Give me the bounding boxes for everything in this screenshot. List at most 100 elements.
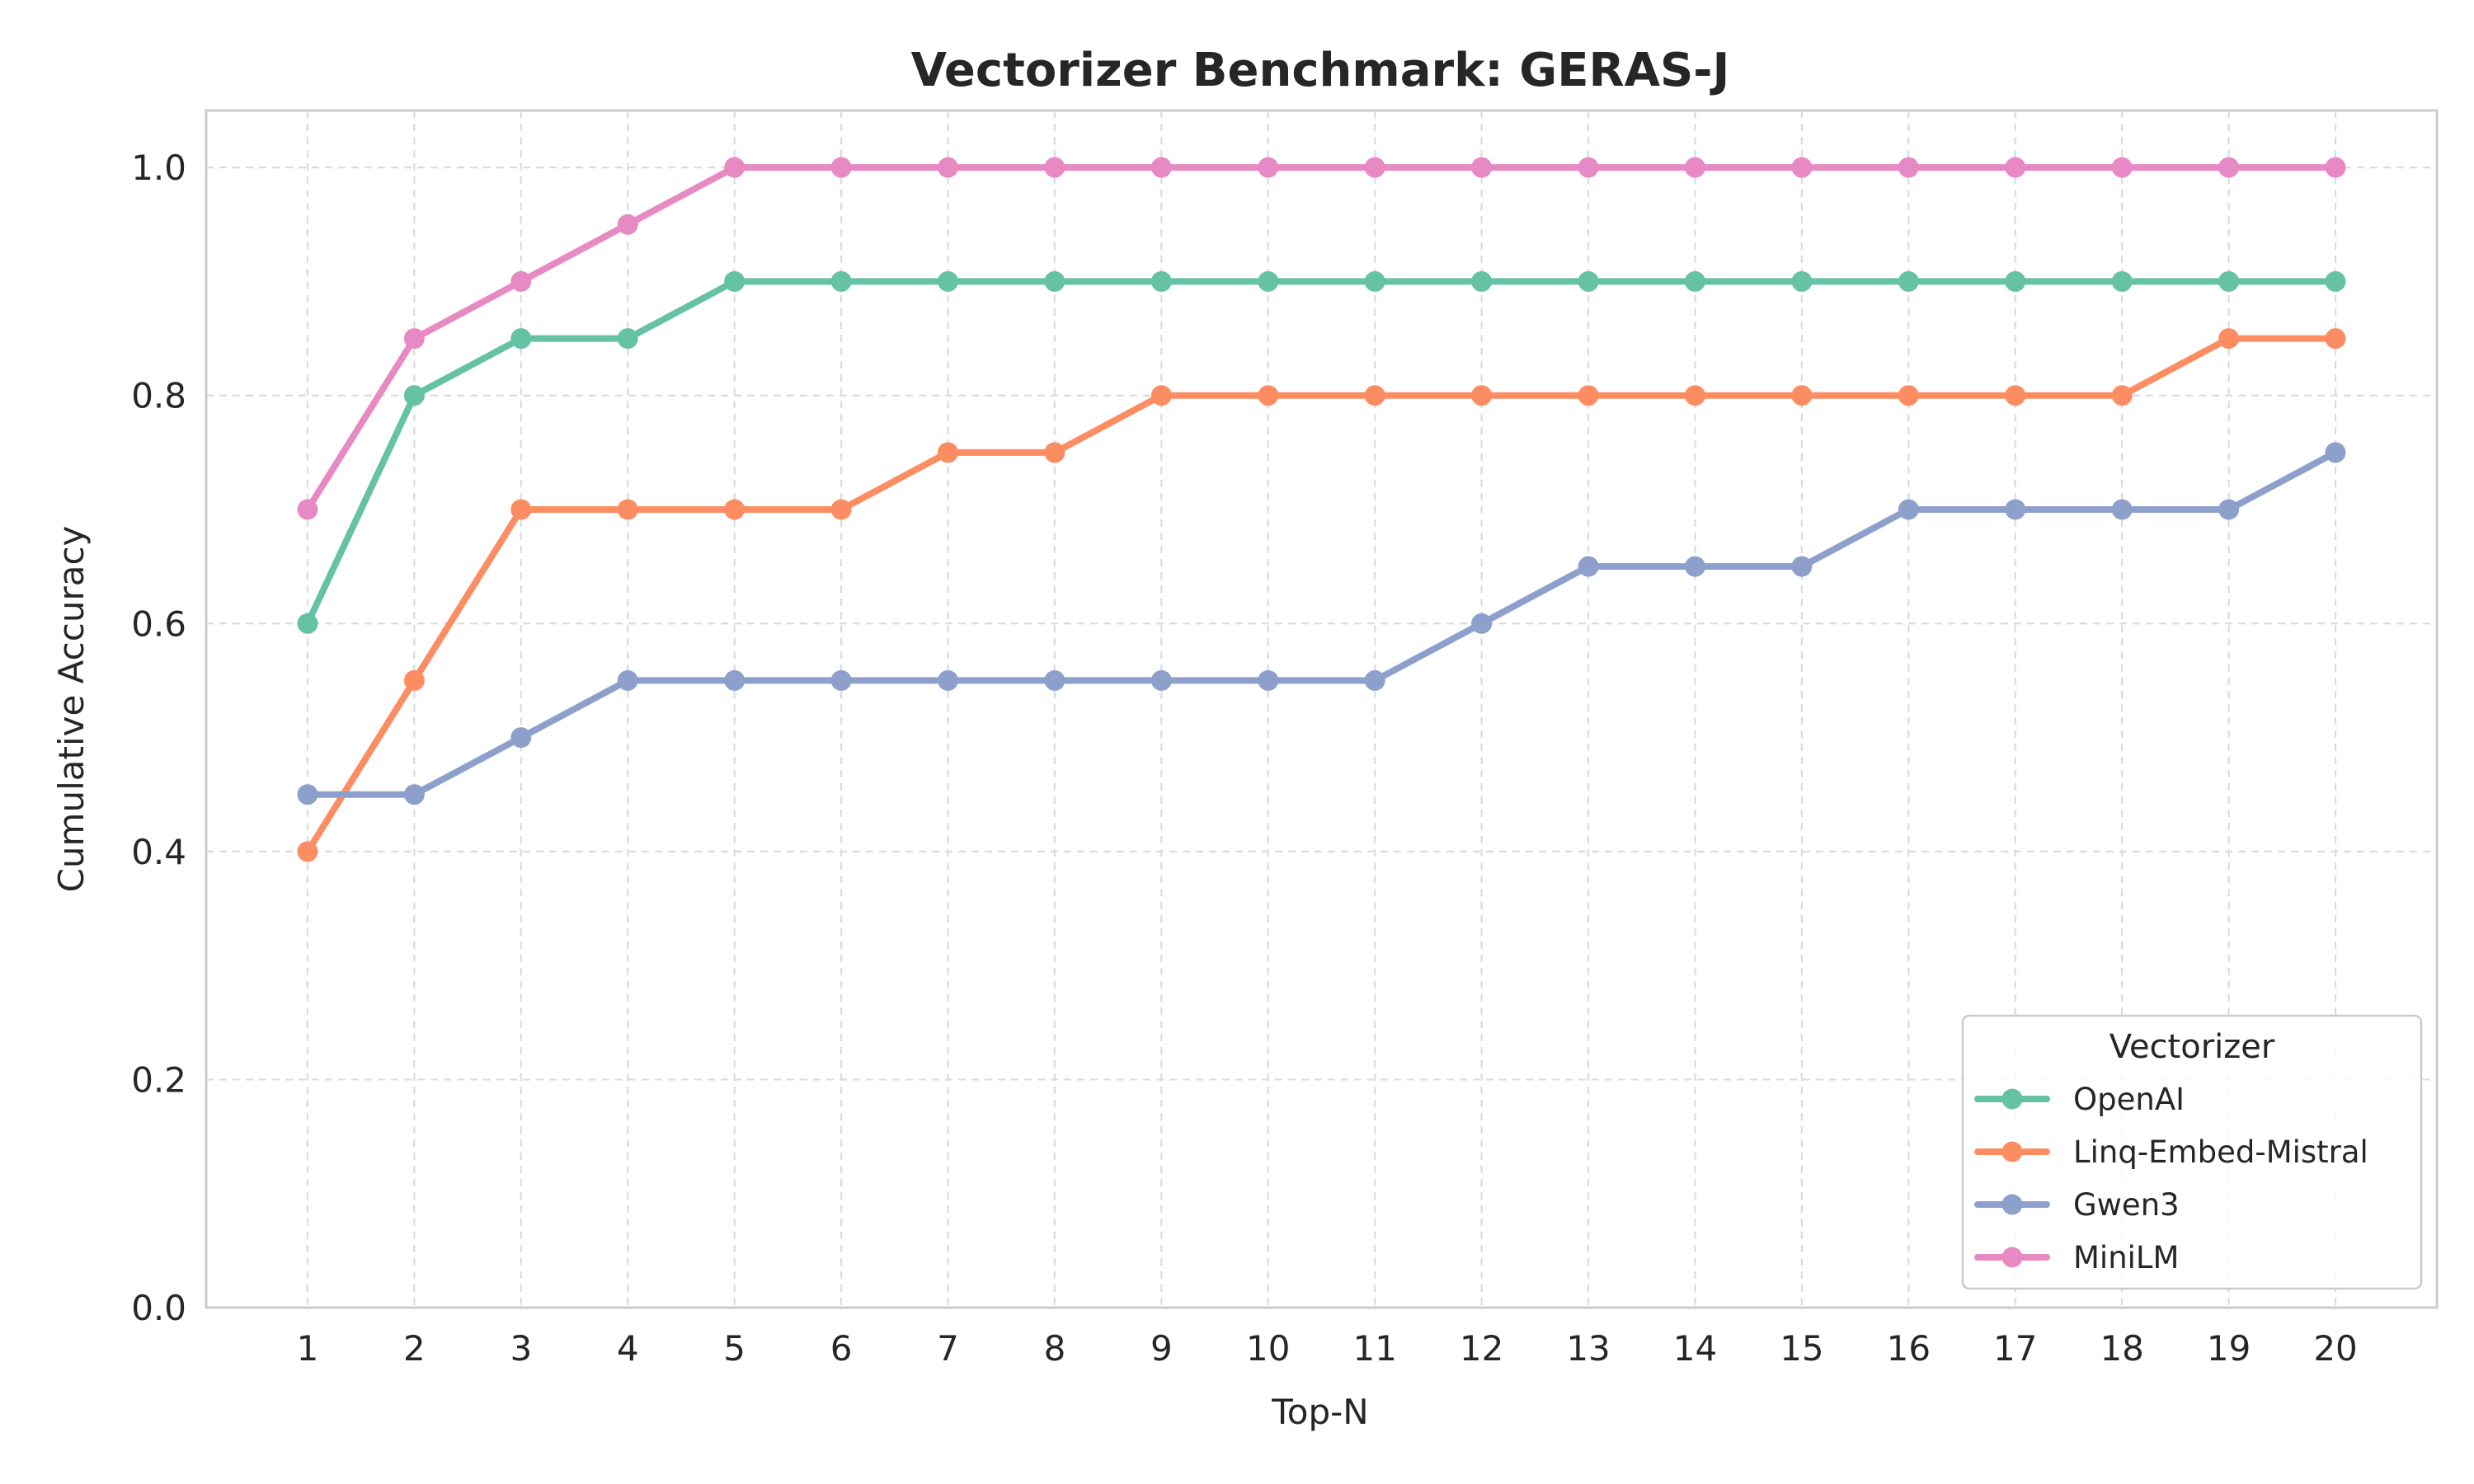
legend-title: Vectorizer: [2109, 1028, 2275, 1066]
data-point: [1150, 669, 1172, 691]
data-point: [2325, 328, 2346, 350]
data-point: [2218, 499, 2240, 520]
legend-entry: Gwen3: [1974, 1187, 2180, 1223]
data-point: [510, 727, 532, 749]
data-point: [1044, 157, 1065, 178]
legend-entry: MiniLM: [1974, 1240, 2179, 1275]
data-point: [1791, 157, 1813, 178]
data-point: [2111, 499, 2133, 520]
data-point: [403, 385, 425, 406]
data-point: [1044, 442, 1065, 463]
data-point: [1578, 556, 1599, 577]
data-point: [1258, 157, 1279, 178]
data-point: [2111, 270, 2133, 292]
series-minilm: [297, 157, 2346, 520]
data-point: [1471, 157, 1493, 178]
y-tick-label: 1.0: [131, 148, 186, 188]
data-point: [1150, 270, 1172, 292]
series-openai: [297, 270, 2346, 634]
y-tick-label: 0.4: [131, 832, 186, 872]
data-point: [1898, 499, 1919, 520]
x-tick-label: 7: [937, 1328, 959, 1369]
x-tick-label: 3: [510, 1328, 532, 1369]
series-linq-embed-mistral: [297, 328, 2346, 862]
x-tick-label: 11: [1352, 1328, 1396, 1369]
x-tick-label: 9: [1150, 1328, 1173, 1369]
x-tick-label: 19: [2207, 1328, 2251, 1369]
legend-label: Linq-Embed-Mistral: [2073, 1134, 2368, 1170]
data-point: [1150, 385, 1172, 406]
data-point: [2005, 385, 2026, 406]
data-point: [2218, 328, 2240, 350]
y-tick-label: 0.2: [131, 1059, 186, 1100]
data-point: [938, 157, 958, 178]
data-point: [1364, 385, 1385, 406]
y-tick-label: 0.8: [131, 376, 186, 416]
data-point: [403, 669, 425, 691]
y-axis-label: Cumulative Accuracy: [51, 526, 92, 893]
series-line: [304, 335, 2339, 855]
legend-entry: Linq-Embed-Mistral: [1974, 1134, 2368, 1170]
x-tick-label: 5: [723, 1328, 745, 1369]
data-point: [830, 669, 852, 691]
data-point: [2325, 270, 2346, 292]
data-point: [297, 784, 318, 805]
y-tick-label: 0.6: [131, 603, 186, 644]
x-tick-label: 15: [1780, 1328, 1823, 1369]
x-tick-label: 1: [297, 1328, 319, 1369]
x-tick-label: 10: [1246, 1328, 1290, 1369]
data-point: [2111, 157, 2133, 178]
legend-entries: OpenAI Linq-Embed-Mistral Gwen3 MiniLM: [1974, 1082, 2368, 1275]
data-point: [403, 784, 425, 805]
data-point: [1578, 385, 1599, 406]
data-point: [617, 328, 638, 350]
data-point: [2111, 385, 2133, 406]
legend-label: MiniLM: [2073, 1240, 2179, 1275]
data-point: [1898, 157, 1919, 178]
x-tick-label: 14: [1673, 1328, 1717, 1369]
data-point: [1578, 157, 1599, 178]
data-point: [617, 499, 638, 520]
legend-swatch-marker: [2001, 1247, 2023, 1268]
data-point: [1471, 270, 1493, 292]
data-point: [297, 499, 318, 520]
data-point: [1898, 270, 1919, 292]
data-point: [1044, 669, 1065, 691]
data-point: [2325, 442, 2346, 463]
tick-labels: 1 2 3 4 5 6 7 8 9 10 11 12 13 14 15 16 17 18 19 200.00.20.4…: [131, 148, 2358, 1369]
legend-swatch-marker: [2001, 1194, 2023, 1215]
data-point: [2325, 157, 2346, 178]
data-point: [938, 270, 958, 292]
data-point: [1258, 270, 1279, 292]
x-tick-label: 2: [403, 1328, 426, 1369]
data-point: [510, 270, 532, 292]
data-point: [1791, 270, 1813, 292]
data-point: [724, 499, 745, 520]
data-point: [1258, 669, 1279, 691]
data-point: [617, 669, 638, 691]
x-tick-label: 16: [1887, 1328, 1931, 1369]
x-tick-label: 12: [1460, 1328, 1503, 1369]
data-point: [724, 270, 745, 292]
data-point: [1364, 669, 1385, 691]
data-point: [2218, 270, 2240, 292]
series-layer: [297, 157, 2346, 862]
series-line: [304, 164, 2339, 513]
data-point: [297, 841, 318, 862]
legend-entry: OpenAI: [1974, 1082, 2185, 1117]
data-point: [510, 328, 532, 350]
data-point: [1791, 385, 1813, 406]
data-point: [724, 157, 745, 178]
data-point: [1685, 385, 1705, 406]
data-point: [297, 613, 318, 634]
legend-swatch-marker: [2001, 1088, 2023, 1110]
data-point: [2218, 157, 2240, 178]
data-point: [1471, 385, 1493, 406]
data-point: [1685, 157, 1705, 178]
chart-title: Vectorizer Benchmark: GERAS-J: [911, 44, 1730, 97]
data-point: [2005, 157, 2026, 178]
data-point: [1471, 613, 1493, 634]
data-point: [830, 270, 852, 292]
x-tick-label: 20: [2313, 1328, 2357, 1369]
